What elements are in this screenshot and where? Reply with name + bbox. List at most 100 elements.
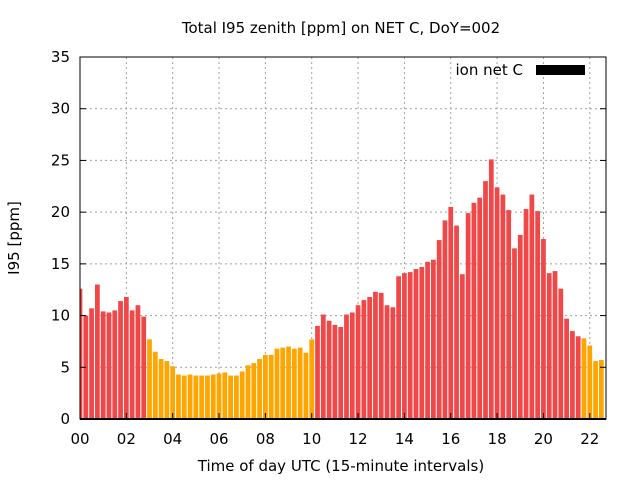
bar [523, 209, 529, 419]
bar [477, 197, 483, 419]
bar [245, 365, 251, 419]
bar [106, 312, 112, 419]
bar [546, 273, 552, 419]
bar [488, 159, 494, 419]
bar [587, 345, 593, 419]
bar [402, 273, 407, 419]
bar [506, 210, 512, 419]
y-tick-label: 30 [51, 100, 70, 118]
bar [315, 325, 320, 419]
bar [378, 292, 384, 419]
bar [598, 360, 604, 419]
legend: ion net C [456, 61, 585, 79]
bar [297, 347, 303, 419]
bar [274, 348, 280, 419]
x-tick-label: 00 [70, 430, 89, 448]
bar [291, 348, 297, 419]
bar [442, 220, 448, 419]
bars [80, 159, 604, 419]
bar [262, 354, 268, 419]
bar [419, 266, 425, 419]
bar [135, 305, 141, 419]
bar [181, 375, 187, 419]
bar [210, 374, 216, 419]
y-tick-label: 25 [51, 151, 70, 169]
bar [564, 318, 569, 419]
bar [222, 372, 228, 419]
x-tick-label: 02 [117, 430, 136, 448]
bar [349, 312, 355, 419]
bar [147, 339, 152, 419]
y-tick-label: 20 [51, 203, 70, 221]
bar [268, 354, 274, 419]
bar [320, 314, 326, 419]
bar [552, 271, 558, 419]
bar [309, 339, 315, 419]
bar [187, 374, 193, 419]
bar [581, 338, 587, 419]
bar [303, 352, 309, 419]
bar [436, 240, 442, 419]
x-tick-label: 18 [488, 430, 507, 448]
bar [164, 361, 170, 419]
bar [407, 272, 413, 419]
bar [454, 225, 459, 419]
x-tick-label: 08 [256, 430, 275, 448]
bar [465, 213, 471, 419]
bar [251, 363, 257, 419]
bar [570, 331, 575, 419]
bar [355, 305, 361, 419]
bar [471, 202, 477, 419]
bar [483, 181, 488, 419]
chart-title: Total I95 zenith [ppm] on NET C, DoY=002 [181, 19, 500, 37]
bar [199, 375, 205, 419]
x-tick-label: 12 [349, 430, 368, 448]
bar [459, 274, 465, 419]
bar [373, 291, 378, 419]
bar [205, 375, 210, 419]
bar [575, 336, 581, 419]
x-axis-label: Time of day UTC (15-minute intervals) [197, 457, 484, 475]
bar [123, 296, 129, 419]
bar [216, 373, 222, 419]
y-axis-label: I95 [ppm] [5, 201, 23, 275]
bar [425, 261, 430, 419]
bar [367, 296, 373, 419]
bar [517, 234, 523, 419]
bar [112, 310, 118, 419]
bar [344, 314, 349, 419]
bar [286, 346, 291, 419]
bar [80, 288, 83, 419]
bar [558, 288, 564, 419]
bar [239, 371, 245, 419]
bar [384, 305, 390, 419]
y-tick-label: 0 [60, 410, 70, 428]
y-tick-label: 5 [60, 358, 70, 376]
legend-label: ion net C [456, 61, 523, 79]
x-tick-label: 06 [209, 430, 228, 448]
x-tick-label: 04 [163, 430, 182, 448]
y-tick-label: 35 [51, 48, 70, 66]
bar [390, 307, 396, 419]
bar [535, 211, 541, 419]
bar [129, 310, 135, 419]
bar [234, 375, 239, 419]
bar [118, 301, 123, 419]
bar [593, 361, 598, 419]
bar [512, 248, 517, 419]
bar [176, 374, 181, 419]
y-tick-label: 15 [51, 255, 70, 273]
bar [396, 276, 401, 419]
ticks: 0 5 10 15 20 25 30 35 00 02 04 06 08 10 12 14 16 18 20 22 [51, 48, 606, 448]
bar [170, 366, 176, 419]
x-tick-label: 10 [302, 430, 321, 448]
bar [100, 311, 106, 419]
bar [332, 324, 338, 419]
bar [541, 239, 546, 419]
y-tick-label: 10 [51, 307, 70, 325]
bar [494, 187, 500, 419]
bar [89, 308, 94, 419]
x-tick-label: 20 [534, 430, 553, 448]
bar [448, 206, 454, 419]
